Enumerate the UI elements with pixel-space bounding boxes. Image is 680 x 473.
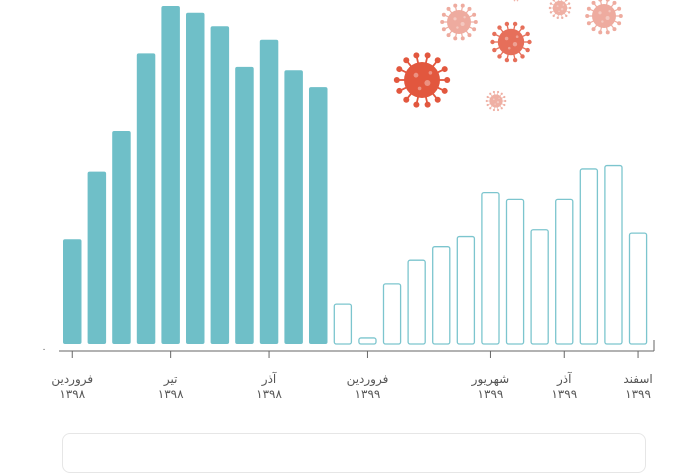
x-tick-label-year: ۱۳۹۹ (551, 387, 577, 401)
bar-1399-2 (358, 337, 377, 345)
virus-icon (584, 0, 624, 35)
bar-1399-5 (432, 246, 451, 345)
x-tick-label-month: شهریور (471, 372, 510, 387)
bar-1399-4 (407, 259, 426, 345)
x-tick-label-year: ۱۳۹۸ (256, 387, 282, 401)
x-tick-label-month: اسفند (623, 372, 652, 386)
x-tick-label-month: فروردین (347, 372, 389, 387)
bar-1399-6 (456, 235, 476, 345)
x-tick-label-year: ۱۳۹۸ (59, 387, 85, 401)
x-tick-label-year: ۱۳۹۹ (478, 387, 504, 401)
virus-icon (485, 90, 507, 112)
bar-1399-9 (530, 229, 549, 345)
bar-1398-8 (235, 66, 254, 344)
bar-1399-7 (481, 191, 500, 345)
bars (63, 6, 648, 345)
bar-1398-7 (210, 26, 230, 345)
x-tick-label-year: ۱۳۹۹ (625, 387, 651, 401)
bar-1398-3 (112, 131, 131, 344)
x-tick-label-year: ۱۳۹۸ (158, 387, 184, 401)
bar-1399-12 (604, 164, 623, 345)
bar-1399-10 (555, 198, 574, 345)
bar-1399-3 (382, 283, 402, 345)
x-tick-label-month: فروردین (51, 372, 93, 387)
x-tick-label-year: ۱۳۹۹ (355, 387, 381, 401)
y-zero-label: ۰ (42, 345, 47, 355)
virus-icon (439, 3, 479, 41)
bar-1399-11 (579, 168, 599, 345)
x-tick-label-month: تیر (163, 372, 178, 387)
chart: ۰ فروردین۱۳۹۸تیر۱۳۹۸آذر۱۳۹۸فروردین۱۳۹۹شه… (42, 0, 655, 401)
bar-1398-6 (186, 12, 205, 344)
virus-decoration (392, 0, 624, 112)
bar-1398-1 (63, 239, 82, 344)
bar-1399-13 (628, 232, 648, 345)
bar-1398-10 (284, 70, 303, 344)
bottom-card (62, 433, 646, 473)
virus-icon (508, 0, 524, 2)
bar-1398-9 (259, 39, 279, 345)
x-axis-labels: فروردین۱۳۹۸تیر۱۳۹۸آذر۱۳۹۸فروردین۱۳۹۹شهری… (51, 371, 652, 401)
bar-1398-5 (161, 6, 180, 344)
x-tick-label-month: آذر (261, 371, 277, 387)
virus-icon (548, 0, 572, 20)
x-tick-label-month: آذر (556, 371, 572, 387)
bar-1398-2 (87, 171, 107, 344)
bar-1399-8 (505, 198, 525, 345)
bar-1398-4 (136, 53, 156, 344)
x-axis: ۰ (42, 340, 655, 358)
bar-1399-1 (333, 303, 353, 345)
virus-icon (489, 21, 533, 63)
bar-1398-11 (309, 87, 328, 345)
virus-icon (392, 51, 452, 109)
